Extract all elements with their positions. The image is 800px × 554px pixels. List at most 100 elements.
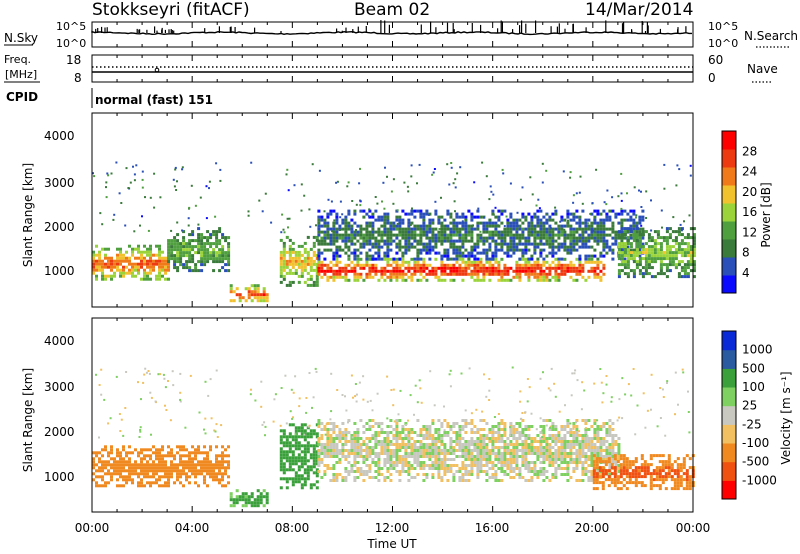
heatmap-cell bbox=[548, 446, 552, 449]
heatmap-cell bbox=[512, 428, 516, 431]
heatmap-cell bbox=[341, 248, 345, 252]
heatmap-cell bbox=[338, 245, 342, 249]
heatmap-cell bbox=[497, 437, 501, 440]
heatmap-cell bbox=[497, 455, 501, 458]
heatmap-cell bbox=[500, 455, 504, 458]
heatmap-cell bbox=[545, 169, 548, 172]
heatmap-cell bbox=[332, 437, 336, 440]
heatmap-cell bbox=[212, 478, 215, 482]
heatmap-cell bbox=[682, 457, 686, 461]
heatmap-cell bbox=[152, 472, 155, 476]
heatmap-cell bbox=[560, 443, 564, 446]
heatmap-cell bbox=[437, 467, 441, 470]
heatmap-cell bbox=[389, 452, 393, 455]
heatmap-cell bbox=[509, 239, 513, 243]
heatmap-cell bbox=[461, 260, 465, 264]
colorbar-tick-label: 28 bbox=[742, 144, 757, 158]
heatmap-cell bbox=[491, 434, 495, 437]
heatmap-cell bbox=[167, 260, 171, 264]
heatmap-cell bbox=[143, 250, 146, 254]
heatmap-cell bbox=[297, 256, 301, 260]
freq-marker bbox=[154, 67, 160, 73]
heatmap-cell bbox=[401, 221, 405, 225]
heatmap-cell bbox=[602, 209, 606, 213]
heatmap-cell bbox=[536, 434, 540, 437]
heatmap-cell bbox=[539, 455, 543, 458]
heatmap-cell bbox=[497, 272, 501, 276]
heatmap-cell bbox=[224, 254, 228, 258]
heatmap-cell bbox=[587, 224, 591, 228]
heatmap-cell bbox=[403, 181, 406, 184]
heatmap-cell bbox=[101, 463, 104, 467]
heatmap-cell bbox=[155, 481, 158, 485]
heatmap-cell bbox=[533, 230, 537, 234]
heatmap-cell bbox=[638, 257, 642, 261]
heatmap-cell bbox=[294, 471, 298, 475]
heatmap-cell bbox=[452, 218, 456, 222]
heatmap-cell bbox=[356, 440, 360, 443]
heatmap-cell bbox=[572, 242, 576, 246]
heatmap-cell bbox=[392, 428, 396, 431]
heatmap-cell bbox=[356, 449, 360, 452]
heatmap-cell bbox=[557, 257, 561, 261]
heatmap-cell bbox=[638, 218, 642, 222]
heatmap-cell bbox=[623, 236, 627, 240]
heatmap-cell bbox=[500, 470, 504, 473]
heatmap-cell bbox=[297, 274, 301, 278]
heatmap-cell bbox=[515, 422, 519, 425]
heatmap-cell bbox=[581, 449, 585, 452]
heatmap-cell bbox=[140, 481, 143, 485]
heatmap-cell bbox=[300, 456, 304, 460]
heatmap-cell bbox=[410, 221, 414, 225]
heatmap-cell bbox=[434, 440, 438, 443]
heatmap-cell bbox=[476, 440, 480, 443]
heatmap-cell bbox=[329, 242, 333, 246]
heatmap-cell bbox=[404, 461, 408, 464]
heatmap-cell bbox=[676, 164, 679, 167]
heatmap-cell bbox=[604, 478, 608, 482]
heatmap-cell bbox=[167, 239, 171, 243]
heatmap-cell bbox=[521, 428, 525, 431]
heatmap-cell bbox=[587, 458, 591, 461]
heatmap-cell bbox=[279, 253, 283, 257]
heatmap-cell bbox=[317, 263, 321, 267]
heatmap-cell bbox=[512, 269, 516, 273]
heatmap-cell bbox=[389, 269, 393, 273]
heatmap-cell bbox=[335, 260, 339, 264]
heatmap-cell bbox=[542, 257, 546, 261]
heatmap-cell bbox=[572, 467, 576, 470]
heatmap-cell bbox=[101, 277, 104, 281]
heatmap-cell bbox=[692, 251, 696, 255]
heatmap-cell bbox=[185, 245, 189, 249]
heatmap-cell bbox=[200, 463, 203, 467]
heatmap-cell bbox=[191, 463, 194, 467]
heatmap-cell bbox=[662, 254, 666, 258]
heatmap-cell bbox=[155, 277, 158, 281]
heatmap-cell bbox=[383, 218, 387, 222]
heatmap-cell bbox=[374, 464, 378, 467]
heatmap-cell bbox=[542, 224, 546, 228]
heatmap-cell bbox=[419, 449, 423, 452]
heatmap-cell bbox=[356, 230, 360, 234]
heatmap-cell bbox=[92, 265, 95, 269]
heatmap-cell bbox=[398, 434, 402, 437]
heatmap-cell bbox=[584, 239, 588, 243]
heatmap-cell bbox=[428, 437, 432, 440]
heatmap-cell bbox=[113, 460, 116, 464]
heatmap-cell bbox=[527, 233, 531, 237]
heatmap-cell bbox=[659, 257, 663, 261]
heatmap-cell bbox=[431, 236, 435, 240]
heatmap-cell bbox=[176, 445, 179, 449]
heatmap-cell bbox=[232, 501, 236, 505]
heatmap-cell bbox=[461, 446, 465, 449]
heatmap-cell bbox=[677, 227, 681, 231]
heatmap-cell bbox=[386, 455, 390, 458]
heatmap-cell bbox=[297, 468, 301, 472]
heatmap-cell bbox=[335, 215, 339, 219]
heatmap-cell bbox=[664, 466, 668, 470]
heatmap-cell bbox=[347, 419, 351, 422]
heatmap-cell bbox=[569, 224, 573, 228]
heatmap-cell bbox=[144, 196, 146, 199]
heatmap-cell bbox=[440, 254, 444, 258]
heatmap-cell bbox=[377, 458, 381, 461]
